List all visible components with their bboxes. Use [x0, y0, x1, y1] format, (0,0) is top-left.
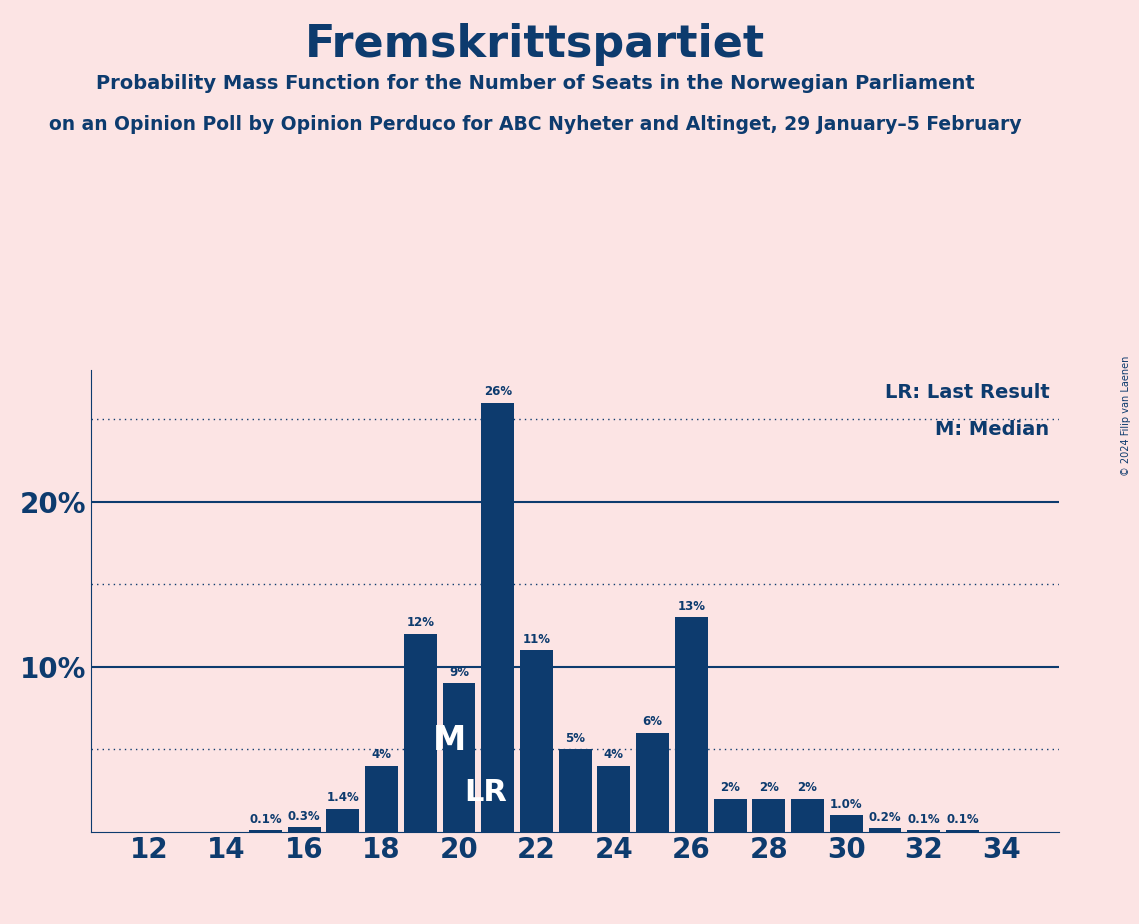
Text: 0.1%: 0.1% [947, 813, 978, 826]
Bar [753, 798, 785, 832]
Text: 5%: 5% [565, 732, 585, 745]
Bar [366, 766, 398, 832]
Bar [908, 830, 940, 832]
Bar [714, 798, 746, 832]
Text: 4%: 4% [604, 748, 624, 761]
Bar [249, 830, 281, 832]
Text: © 2024 Filip van Laenen: © 2024 Filip van Laenen [1121, 356, 1131, 476]
Bar [675, 617, 707, 832]
Text: 2%: 2% [797, 782, 818, 795]
Text: 9%: 9% [449, 666, 469, 679]
Bar [792, 798, 823, 832]
Bar [482, 403, 514, 832]
Text: 13%: 13% [678, 600, 705, 613]
Text: 0.3%: 0.3% [288, 809, 320, 822]
Text: Probability Mass Function for the Number of Seats in the Norwegian Parliament: Probability Mass Function for the Number… [96, 74, 975, 93]
Bar [521, 650, 552, 832]
Text: Fremskrittspartiet: Fremskrittspartiet [305, 23, 765, 67]
Text: 2%: 2% [759, 782, 779, 795]
Text: 26%: 26% [484, 385, 511, 398]
Bar [869, 828, 901, 832]
Bar [443, 683, 475, 832]
Text: 2%: 2% [720, 782, 740, 795]
Text: 6%: 6% [642, 715, 663, 728]
Text: 12%: 12% [407, 616, 434, 629]
Text: 0.1%: 0.1% [908, 813, 940, 826]
Bar [559, 749, 591, 832]
Text: 4%: 4% [371, 748, 392, 761]
Text: on an Opinion Poll by Opinion Perduco for ABC Nyheter and Altinget, 29 January–5: on an Opinion Poll by Opinion Perduco fo… [49, 116, 1022, 135]
Bar [830, 815, 862, 832]
Bar [288, 827, 320, 832]
Bar [404, 634, 436, 832]
Text: LR: Last Result: LR: Last Result [885, 383, 1049, 403]
Text: M: Median: M: Median [935, 420, 1049, 440]
Bar [637, 733, 669, 832]
Text: 1.0%: 1.0% [830, 798, 862, 811]
Text: 11%: 11% [523, 633, 550, 646]
Text: 0.1%: 0.1% [249, 813, 281, 826]
Text: LR: LR [465, 778, 508, 807]
Text: 1.4%: 1.4% [327, 791, 359, 805]
Bar [327, 808, 359, 832]
Bar [598, 766, 630, 832]
Bar [947, 830, 978, 832]
Text: M: M [433, 724, 466, 758]
Text: 0.2%: 0.2% [869, 811, 901, 824]
